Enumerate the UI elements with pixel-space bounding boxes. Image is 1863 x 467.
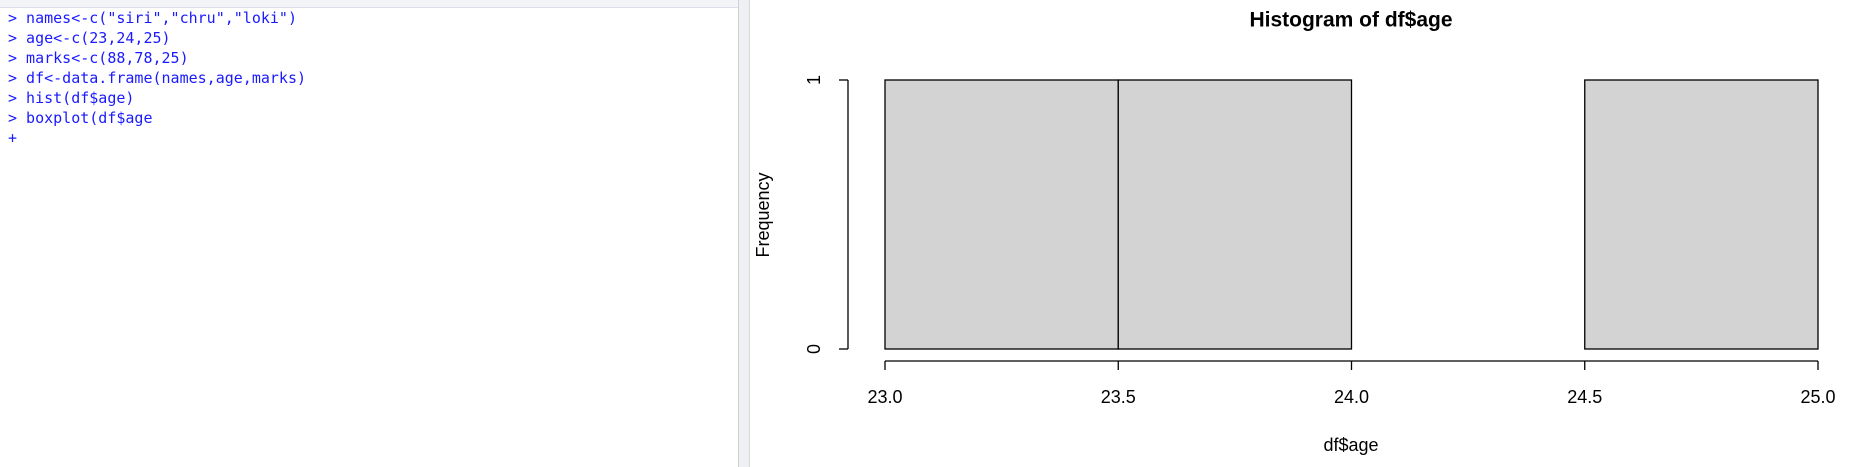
chart-title: Histogram of df$age	[1249, 9, 1452, 32]
y-tick-label: 1	[804, 75, 824, 85]
x-tick-label: 23.5	[1101, 387, 1136, 407]
bar	[884, 79, 1119, 350]
bar	[1117, 79, 1353, 350]
pane-header	[0, 0, 738, 8]
bar	[1584, 79, 1819, 350]
console-line: > marks<-c(88,78,25)	[8, 49, 189, 67]
x-axis-label: df$age	[1323, 435, 1378, 455]
console-line: > df<-data.frame(names,age,marks)	[8, 69, 307, 87]
console-line: > boxplot(df$age	[8, 109, 153, 127]
x-tick-label: 24.0	[1334, 387, 1369, 407]
pane-divider[interactable]	[739, 0, 750, 467]
console-output: > names<-c("siri","chru","loki") > age<-c…	[0, 8, 738, 148]
console-line: > hist(df$age)	[8, 89, 135, 107]
x-tick-label: 25.0	[1800, 387, 1835, 407]
x-tick-label: 23.0	[867, 387, 902, 407]
console-line: +	[8, 129, 18, 147]
console-pane: > names<-c("siri","chru","loki") > age<-c…	[0, 0, 739, 467]
y-tick-label: 0	[804, 344, 824, 354]
console-line: > age<-c(23,24,25)	[8, 29, 171, 47]
y-axis-label: Frequency	[753, 172, 773, 257]
console-line: > names<-c("siri","chru","loki")	[8, 9, 297, 27]
x-tick-label: 24.5	[1567, 387, 1602, 407]
